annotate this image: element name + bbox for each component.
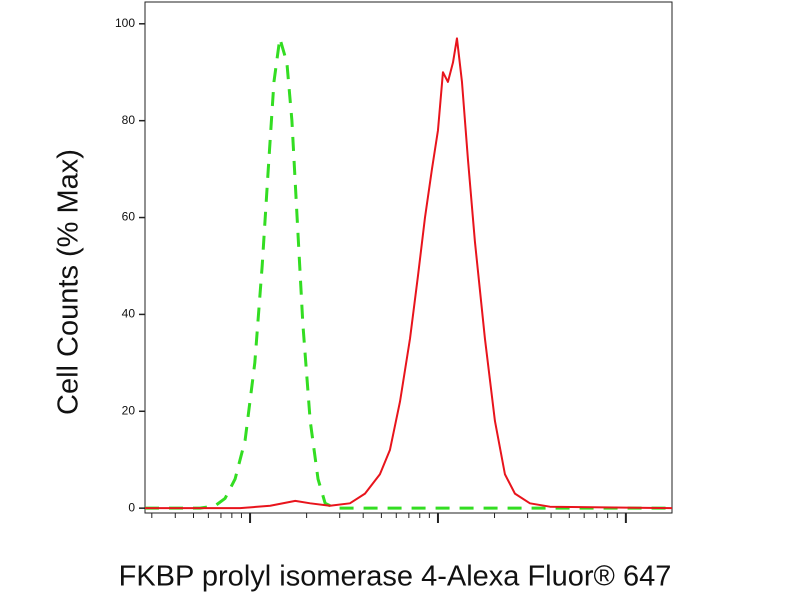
series-line — [145, 36, 672, 510]
y-tick-label: 100 — [115, 16, 135, 30]
y-tick-label: 80 — [122, 113, 136, 127]
y-axis-title: Cell Counts (% Max) — [53, 149, 85, 415]
x-axis-title: FKBP prolyl isomerase 4-Alexa Fluor® 647 — [119, 561, 672, 593]
plot-frame — [144, 1, 673, 514]
y-tick-label: 20 — [122, 403, 136, 417]
series-line — [145, 37, 673, 510]
y-tick-label: 60 — [122, 210, 136, 224]
y-tick-label: 40 — [122, 307, 136, 321]
y-tick-label: 0 — [128, 500, 135, 514]
